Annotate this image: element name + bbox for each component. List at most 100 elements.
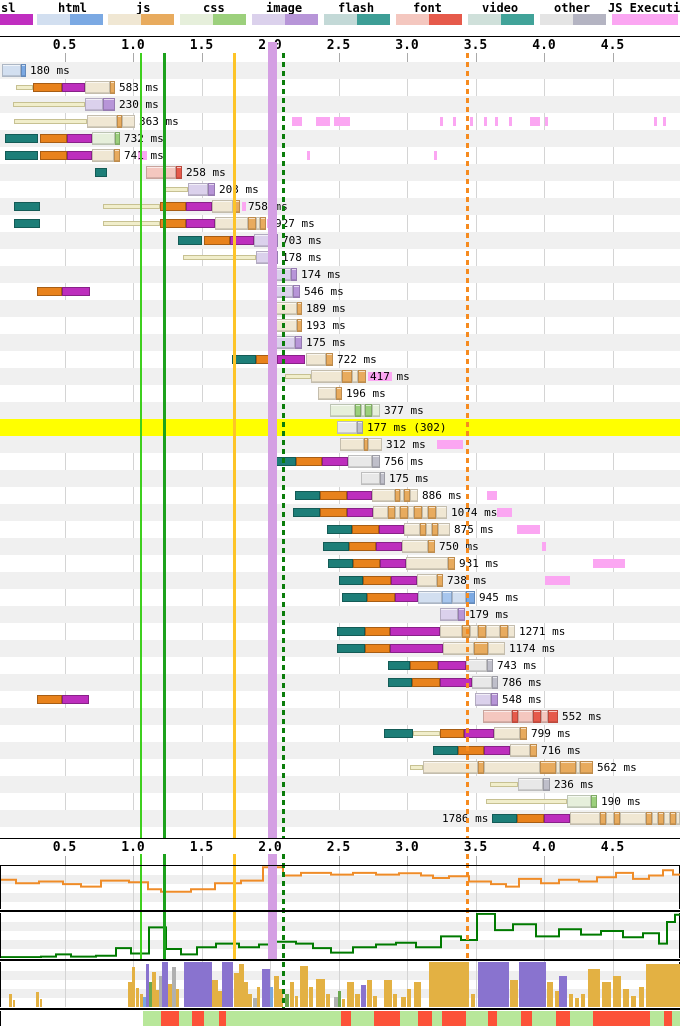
- request-bar-segment-dns[interactable]: [328, 559, 353, 568]
- request-bar-segment-js_d[interactable]: [326, 353, 333, 366]
- request-bar-segment-con[interactable]: [37, 287, 62, 296]
- request-bar-segment-dns[interactable]: [5, 151, 38, 160]
- request-bar-segment-wait[interactable]: [103, 204, 160, 209]
- request-bar-segment-con[interactable]: [40, 134, 67, 143]
- request-bar-segment-css_d[interactable]: [365, 404, 372, 417]
- request-bar-segment-js_d[interactable]: [500, 625, 508, 638]
- request-bar-segment-js_d[interactable]: [342, 370, 352, 383]
- request-bar-segment-oth_d[interactable]: [487, 659, 493, 672]
- request-bar-segment-dns[interactable]: [293, 508, 320, 517]
- request-bar-segment-ssl[interactable]: [186, 202, 212, 211]
- request-bar-segment-con[interactable]: [363, 576, 391, 585]
- request-bar-segment-ssl[interactable]: [277, 355, 305, 364]
- request-bar-segment-dns[interactable]: [327, 525, 352, 534]
- waterfall-row[interactable]: 180 ms: [0, 62, 680, 79]
- waterfall-row[interactable]: 177 ms (302): [0, 419, 680, 436]
- request-bar-segment-con[interactable]: [517, 814, 544, 823]
- request-bar-segment-img_l[interactable]: [256, 251, 271, 264]
- request-bar-segment-js_l[interactable]: [408, 506, 414, 519]
- request-bar-segment-con[interactable]: [349, 542, 376, 551]
- waterfall-row[interactable]: 178 ms: [0, 249, 680, 266]
- request-bar-segment-wait[interactable]: [103, 221, 160, 226]
- request-bar-segment-js_l[interactable]: [556, 761, 560, 774]
- waterfall-row[interactable]: 750 ms: [0, 538, 680, 555]
- request-bar-segment-js_l[interactable]: [85, 81, 110, 94]
- waterfall-row[interactable]: 743 ms: [0, 657, 680, 674]
- request-bar-segment-ssl[interactable]: [347, 491, 372, 500]
- request-bar-segment-con[interactable]: [365, 644, 390, 653]
- request-bar-segment-ssl[interactable]: [438, 661, 466, 670]
- request-bar-segment-con[interactable]: [160, 219, 186, 228]
- request-bar-segment-ssl[interactable]: [230, 236, 254, 245]
- request-bar-segment-js_l[interactable]: [352, 370, 358, 383]
- request-bar-segment-con[interactable]: [458, 746, 484, 755]
- request-bar-segment-ssl[interactable]: [322, 457, 348, 466]
- waterfall-row[interactable]: 312 ms: [0, 436, 680, 453]
- request-bar-segment-ssl[interactable]: [376, 542, 402, 551]
- request-bar-segment-con[interactable]: [320, 491, 347, 500]
- request-bar-segment-css_d[interactable]: [115, 132, 120, 145]
- request-bar-segment-js_d[interactable]: [400, 506, 408, 519]
- waterfall-row[interactable]: 1174 ms: [0, 640, 680, 657]
- request-bar-segment-html_m[interactable]: [442, 591, 452, 604]
- waterfall-row[interactable]: 190 ms: [0, 793, 680, 810]
- request-bar-segment-img_d[interactable]: [295, 336, 302, 349]
- request-bar-segment-img_l[interactable]: [272, 285, 293, 298]
- waterfall-row[interactable]: 548 ms: [0, 691, 680, 708]
- request-bar-segment-js_l[interactable]: [306, 353, 326, 366]
- request-bar-segment-ssl[interactable]: [347, 508, 373, 517]
- request-bar-segment-js_l[interactable]: [494, 727, 520, 740]
- request-bar-segment-dns[interactable]: [276, 457, 296, 466]
- request-bar-segment-oth_d[interactable]: [357, 421, 363, 434]
- request-bar-segment-html_l[interactable]: [452, 591, 466, 604]
- waterfall-row[interactable]: 377 ms: [0, 402, 680, 419]
- waterfall-row[interactable]: 945 ms: [0, 589, 680, 606]
- request-bar-segment-js_l[interactable]: [406, 557, 448, 570]
- waterfall-row[interactable]: 562 ms: [0, 759, 680, 776]
- request-bar-segment-js_d[interactable]: [114, 149, 120, 162]
- request-bar-segment-font_l[interactable]: [146, 166, 176, 179]
- waterfall-row[interactable]: 175 ms: [0, 334, 680, 351]
- request-bar-segment-js_d[interactable]: [336, 387, 342, 400]
- request-bar-segment-oth_l[interactable]: [337, 421, 357, 434]
- waterfall-row[interactable]: 886 ms: [0, 487, 680, 504]
- request-bar-segment-js_d[interactable]: [600, 812, 606, 825]
- request-bar-segment-js_d[interactable]: [358, 370, 366, 383]
- request-bar-segment-ssl[interactable]: [62, 83, 85, 92]
- request-bar-segment-js_d[interactable]: [448, 557, 455, 570]
- request-bar-segment-js_d[interactable]: [414, 506, 422, 519]
- request-bar-segment-wait[interactable]: [13, 102, 85, 107]
- request-bar-segment-js_d[interactable]: [428, 540, 435, 553]
- request-bar-segment-js_d[interactable]: [670, 812, 676, 825]
- request-bar-segment-ssl[interactable]: [62, 287, 90, 296]
- request-bar-segment-wait[interactable]: [16, 85, 33, 90]
- request-bar-segment-js_d[interactable]: [395, 489, 400, 502]
- request-bar-segment-js_l[interactable]: [510, 744, 530, 757]
- request-bar-segment-js_d[interactable]: [646, 812, 652, 825]
- waterfall-row[interactable]: 741 ms: [0, 147, 680, 164]
- request-bar-segment-con[interactable]: [37, 695, 62, 704]
- request-bar-segment-dns[interactable]: [178, 236, 202, 245]
- request-bar-segment-font_l[interactable]: [518, 710, 533, 723]
- request-bar-segment-ssl[interactable]: [62, 695, 89, 704]
- waterfall-row[interactable]: 732 ms: [0, 130, 680, 147]
- request-bar-segment-js_l[interactable]: [92, 149, 114, 162]
- request-bar-segment-con[interactable]: [160, 202, 186, 211]
- request-bar-segment-img_l[interactable]: [273, 268, 291, 281]
- request-bar-segment-js_l[interactable]: [318, 387, 336, 400]
- request-bar-segment-con[interactable]: [352, 525, 379, 534]
- request-bar-segment-ssl[interactable]: [186, 219, 215, 228]
- request-bar-segment-css_l[interactable]: [92, 132, 115, 145]
- request-bar-segment-js_l[interactable]: [215, 217, 248, 230]
- request-bar-segment-font_l[interactable]: [483, 710, 512, 723]
- request-bar-segment-dns[interactable]: [232, 355, 256, 364]
- request-bar-segment-oth_l[interactable]: [361, 472, 380, 485]
- request-bar-segment-dns[interactable]: [492, 814, 517, 823]
- request-bar-segment-img_l[interactable]: [273, 336, 295, 349]
- request-bar-segment-js_l[interactable]: [212, 200, 233, 213]
- waterfall-row[interactable]: 1271 ms: [0, 623, 680, 640]
- request-bar-segment-js_l[interactable]: [620, 812, 646, 825]
- request-bar-segment-con[interactable]: [440, 729, 464, 738]
- request-bar-segment-con[interactable]: [412, 678, 440, 687]
- request-bar-segment-js_l[interactable]: [402, 540, 428, 553]
